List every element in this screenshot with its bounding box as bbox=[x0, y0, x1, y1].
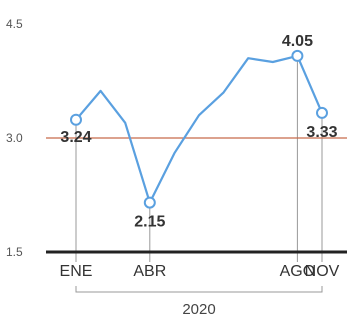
data-point-marker bbox=[316, 106, 328, 119]
x-tick-label: ENE bbox=[60, 263, 93, 280]
data-label: 2.15 bbox=[134, 214, 165, 231]
data-label: 3.24 bbox=[60, 129, 91, 146]
x-tick-label: AGO bbox=[280, 263, 316, 280]
data-label: 4.05 bbox=[282, 33, 313, 50]
data-point-marker bbox=[70, 113, 82, 126]
x-tick-label: ABR bbox=[133, 263, 166, 280]
guide-lines bbox=[75, 55, 323, 262]
y-tick-label: 4.5 bbox=[6, 17, 23, 31]
series-group bbox=[70, 49, 328, 209]
year-label: 2020 bbox=[182, 301, 215, 318]
axes: 4.5 3.0 1.5 bbox=[6, 17, 347, 259]
data-label: 3.33 bbox=[306, 124, 337, 141]
x-tick-label: NOV bbox=[305, 263, 340, 280]
y-tick-label: 3.0 bbox=[6, 131, 23, 145]
series-line bbox=[75, 54, 324, 204]
data-point-marker bbox=[291, 49, 304, 62]
y-tick-label: 1.5 bbox=[6, 245, 23, 259]
year-bracket bbox=[75, 286, 323, 293]
data-point-marker bbox=[143, 196, 156, 209]
